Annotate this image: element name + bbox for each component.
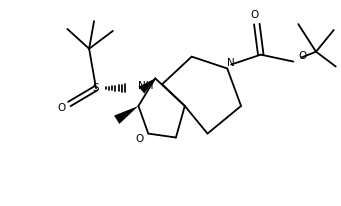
Text: O: O bbox=[57, 103, 65, 113]
Text: O: O bbox=[298, 51, 307, 61]
Polygon shape bbox=[138, 78, 155, 94]
Text: S: S bbox=[93, 83, 99, 93]
Text: N: N bbox=[227, 57, 235, 68]
Text: NH: NH bbox=[138, 81, 154, 91]
Polygon shape bbox=[114, 106, 138, 124]
Text: O: O bbox=[251, 10, 259, 20]
Text: O: O bbox=[135, 133, 144, 144]
